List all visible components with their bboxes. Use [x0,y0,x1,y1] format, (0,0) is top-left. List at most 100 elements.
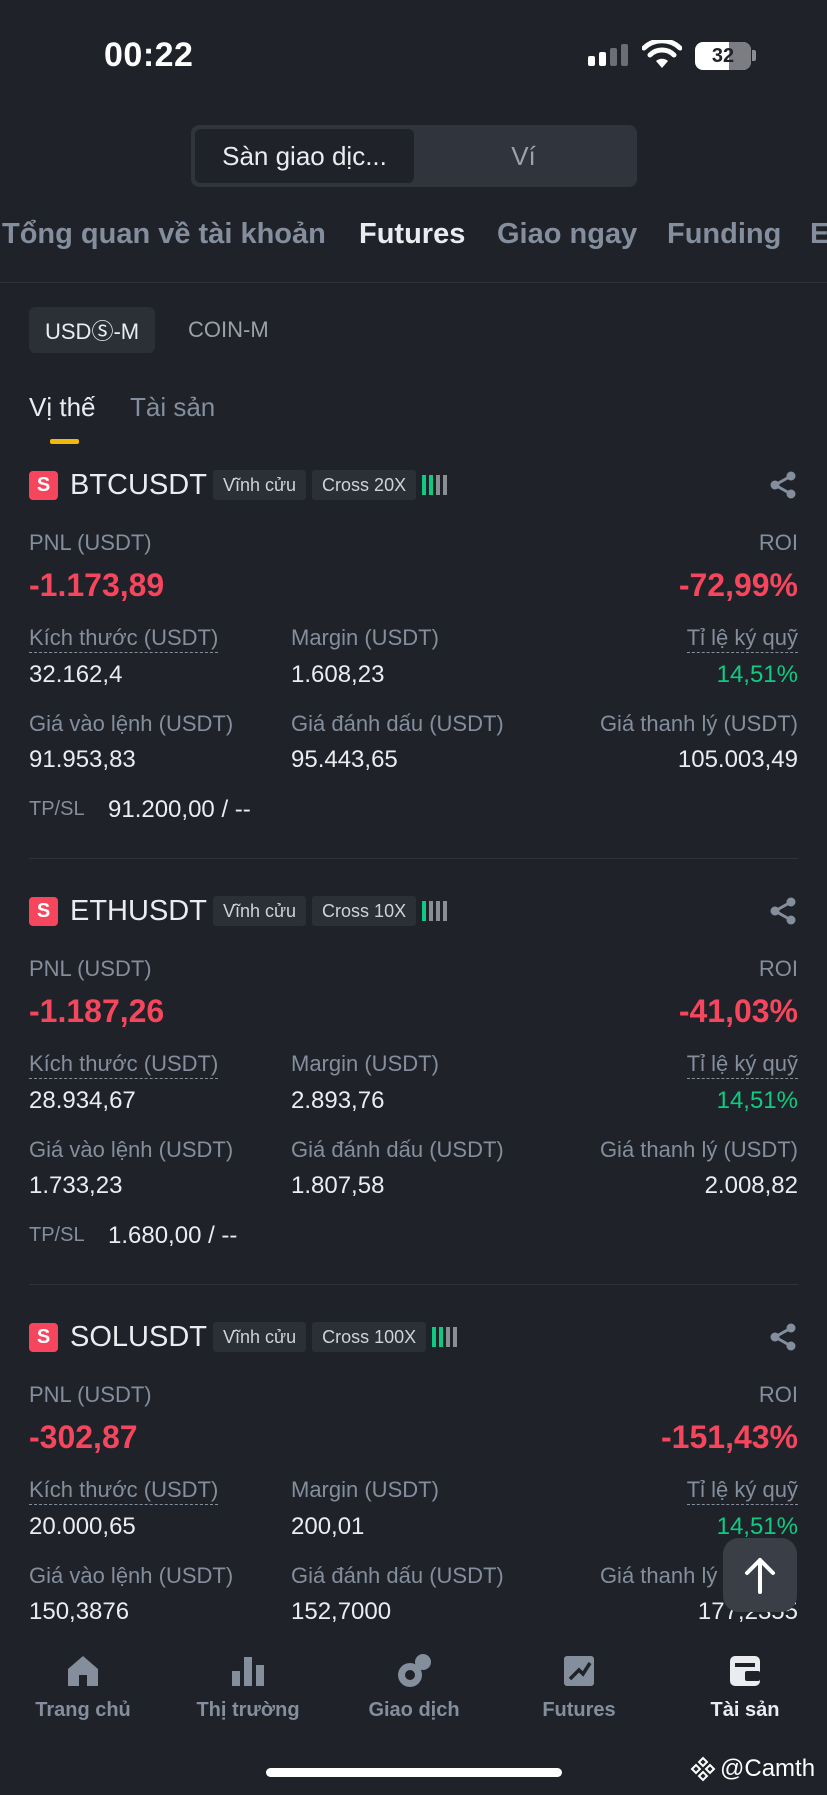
side-badge: S [29,896,58,926]
nav-assets-label: Tài sản [710,1699,780,1721]
bar-chart-icon [232,1657,264,1686]
pnl-value: -1.187,26 [29,993,165,1029]
home-icon [68,1656,98,1686]
adl-indicator-icon [422,475,448,495]
size-value: 28.934,67 [29,1087,136,1114]
margin-ratio-label[interactable]: Tỉ lệ ký quỹ [686,625,798,653]
margin-value: 200,01 [291,1513,365,1540]
contract-type-tag: Vĩnh cửu [212,1322,307,1352]
share-icon[interactable] [768,1322,798,1352]
adl-indicator-icon [422,901,448,921]
account-tabs: Tổng quan về tài khoản Futures Giao ngay… [0,218,827,266]
wifi-icon [642,40,682,68]
entry-price-value: 150,3876 [29,1598,130,1625]
tab-positions[interactable]: Vị thế [29,392,96,422]
roi-label: ROI [758,530,798,555]
watermark: @Camth [690,1755,815,1783]
card-divider [29,858,798,859]
tpsl-label: TP/SL [29,798,85,820]
status-time: 00:22 [104,36,194,74]
tpsl-value[interactable]: 91.200,00 / -- [108,796,251,823]
position-card[interactable]: S BTCUSDT Vĩnh cửu Cross 20X PNL (USDT) … [0,468,827,893]
battery-icon: 32 [695,42,751,70]
margin-ratio-value: 14,51% [716,1087,798,1114]
binance-logo-icon [690,1756,716,1782]
entry-price-label: Giá vào lệnh (USDT) [29,1563,234,1588]
pnl-value: -1.173,89 [29,567,165,603]
margin-ratio-value: 14,51% [716,661,798,688]
position-symbol: BTCUSDT [70,468,207,501]
nav-trade-label: Giao dịch [368,1699,460,1721]
liq-price-value: 2.008,82 [704,1172,798,1199]
margin-ratio-label[interactable]: Tỉ lệ ký quỹ [686,1477,798,1505]
tabs-divider [0,282,827,283]
tab-more[interactable]: E [810,218,827,250]
tab-futures[interactable]: Futures [359,218,466,250]
scroll-to-top-button[interactable] [723,1538,797,1612]
side-badge: S [29,470,58,500]
leverage-tag[interactable]: Cross 10X [312,896,417,926]
share-icon[interactable] [768,896,798,926]
margin-value: 1.608,23 [291,661,385,688]
roi-label: ROI [758,956,798,981]
tab-funding[interactable]: Funding [667,218,782,250]
size-value: 20.000,65 [29,1513,136,1540]
mark-price-value: 1.807,58 [291,1172,385,1199]
nav-futures-label: Futures [542,1699,616,1721]
cellular-signal-icon [588,44,628,66]
segment-exchange[interactable]: Sàn giao dịc... [195,129,414,183]
margin-label: Margin (USDT) [291,625,439,650]
size-value: 32.162,4 [29,661,123,688]
nav-markets-label: Thị trường [196,1699,300,1721]
card-divider [29,1284,798,1285]
pnl-label: PNL (USDT) [29,1382,152,1407]
mark-price-label: Giá đánh dấu (USDT) [291,1137,504,1162]
roi-value: -41,03% [678,993,798,1029]
pnl-label: PNL (USDT) [29,530,152,555]
margin-label: Margin (USDT) [291,1051,439,1076]
arrow-up-icon [745,1558,775,1594]
size-label[interactable]: Kích thước (USDT) [29,625,219,653]
contract-type-tag: Vĩnh cửu [212,470,307,500]
size-label[interactable]: Kích thước (USDT) [29,1477,219,1505]
mark-price-label: Giá đánh dấu (USDT) [291,711,504,736]
liq-price-value: 105.003,49 [677,746,798,773]
status-bar: 00:22 32 [0,0,827,110]
tab-spot[interactable]: Giao ngay [497,218,638,250]
margin-ratio-value: 14,51% [716,1513,798,1540]
leverage-tag[interactable]: Cross 20X [312,470,417,500]
nav-assets[interactable]: Tài sản [662,1653,827,1722]
position-card[interactable]: S ETHUSDT Vĩnh cửu Cross 10X PNL (USDT) … [0,894,827,1319]
tpsl-value[interactable]: 1.680,00 / -- [108,1222,238,1249]
tab-overview[interactable]: Tổng quan về tài khoản [2,218,326,250]
tab-usds-m[interactable]: USDⓈ-M [29,307,156,353]
tpsl-label: TP/SL [29,1224,85,1246]
futures-icon [564,1656,594,1686]
nav-futures[interactable]: Futures [496,1653,662,1722]
entry-price-value: 91.953,83 [29,746,136,773]
entry-price-label: Giá vào lệnh (USDT) [29,711,234,736]
size-label[interactable]: Kích thước (USDT) [29,1051,219,1079]
nav-home[interactable]: Trang chủ [0,1653,166,1722]
leverage-tag[interactable]: Cross 100X [312,1322,427,1352]
side-badge: S [29,1322,58,1352]
nav-markets[interactable]: Thị trường [165,1653,331,1722]
watermark-text: @Camth [720,1755,816,1782]
tab-coin-m[interactable]: COIN-M [188,317,269,342]
position-symbol: SOLUSDT [70,1320,207,1353]
roi-value: -151,43% [661,1419,798,1455]
home-indicator[interactable] [266,1768,562,1777]
segment-wallet[interactable]: Ví [511,140,536,171]
entry-price-label: Giá vào lệnh (USDT) [29,1137,234,1162]
nav-trade[interactable]: Giao dịch [331,1653,497,1722]
adl-indicator-icon [432,1327,458,1347]
contract-type-tag: Vĩnh cửu [212,896,307,926]
tab-assets[interactable]: Tài sản [130,392,216,422]
active-tab-indicator [50,439,79,444]
mark-price-value: 152,7000 [291,1598,392,1625]
share-icon[interactable] [768,470,798,500]
margin-ratio-label[interactable]: Tỉ lệ ký quỹ [686,1051,798,1079]
exchange-wallet-switch: Sàn giao dịc... Ví [191,125,637,187]
wallet-icon [730,1656,760,1686]
battery-level: 32 [711,45,735,67]
